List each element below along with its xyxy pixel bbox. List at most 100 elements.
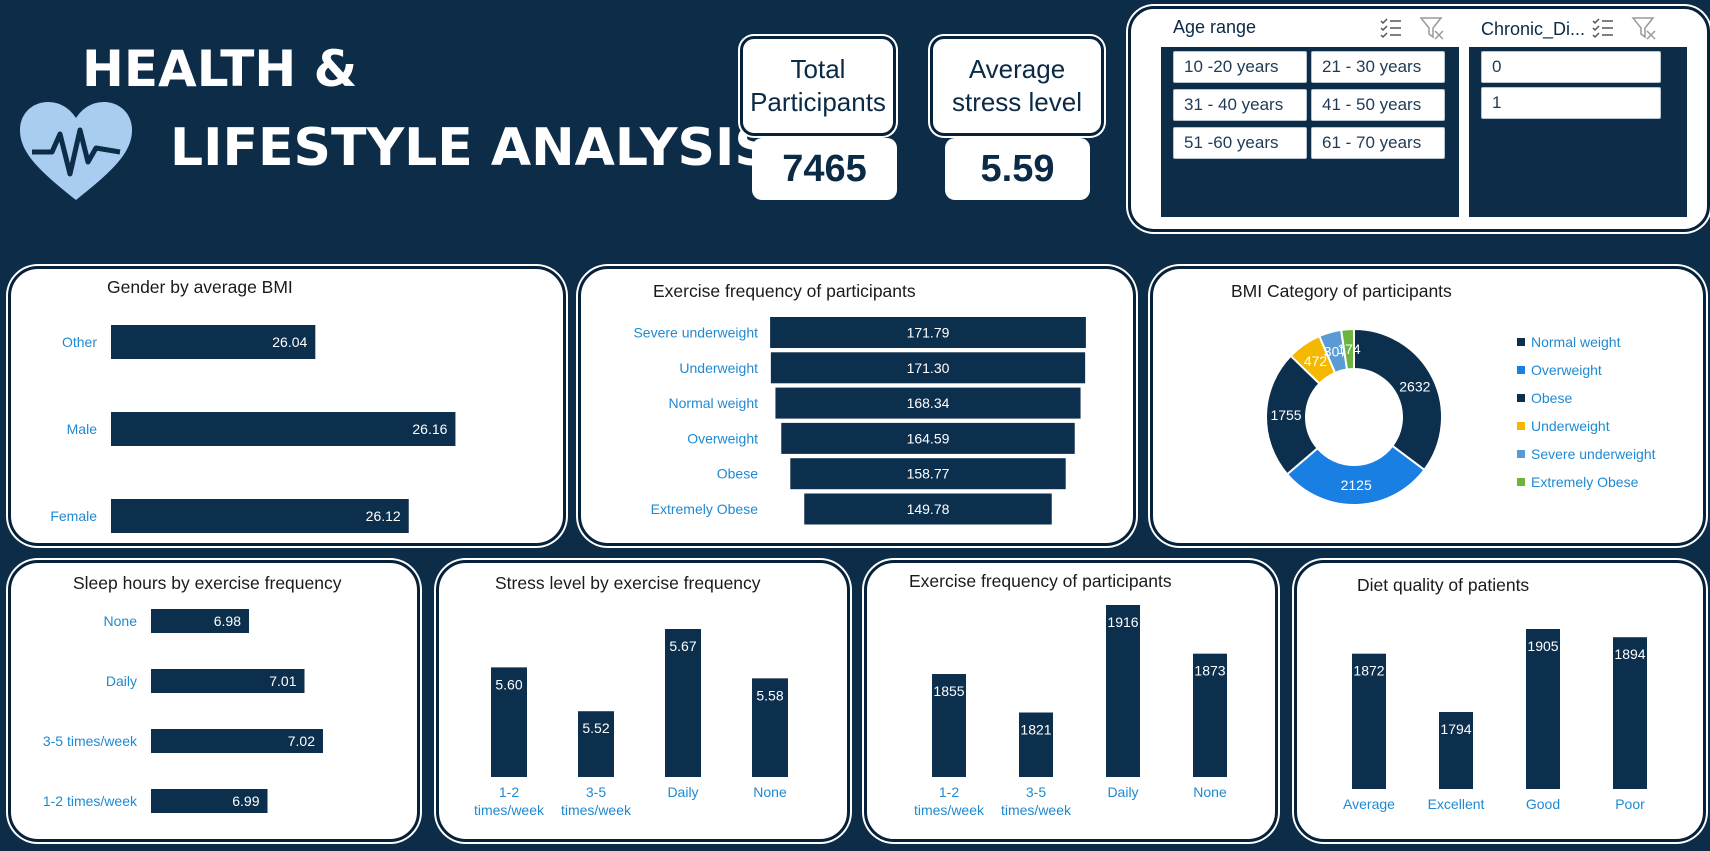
bar-other[interactable] [111, 325, 316, 359]
clear-filter-icon[interactable] [1631, 15, 1657, 41]
category-label-extremely-obese: Extremely Obese [651, 501, 759, 517]
data-label-extremely-obese: 149.78 [907, 501, 950, 517]
bar-3-5-times-week[interactable] [578, 711, 614, 777]
category-label-underweight: Underweight [679, 360, 758, 376]
bar-none[interactable] [151, 609, 250, 633]
data-label-3-5-times-week: 5.52 [582, 720, 609, 736]
bmi-category-card: BMI Category of participants 2632 2125 175… [1150, 266, 1706, 546]
chronic-option-0[interactable]: 0 [1481, 51, 1661, 83]
data-label-none: 5.58 [756, 687, 783, 703]
age-option-41-50[interactable]: 41 - 50 years [1311, 89, 1445, 121]
category-label-overweight: Overweight [687, 430, 758, 446]
stress-level-chart: 5.60 1-2 times/week 5.52 3-5 times/week 5.67 Da… [474, 629, 788, 818]
clear-filter-icon[interactable] [1419, 15, 1445, 41]
chronic-disease-slicer-title: Chronic_Di... [1481, 19, 1586, 39]
data-label-female: 26.12 [366, 508, 401, 524]
bar-average[interactable] [1352, 653, 1386, 789]
data-label-other: 26.04 [272, 334, 307, 350]
bar-none[interactable] [752, 678, 788, 777]
bar-daily[interactable] [151, 669, 305, 693]
sleep-hours-chart: None 6.98 Daily 7.01 3-5 times/week 7.02 1-2 t… [43, 609, 323, 813]
bar-poor[interactable] [1613, 637, 1647, 789]
data-label-normal-weight: 2632 [1399, 379, 1430, 395]
age-option-31-40[interactable]: 31 - 40 years [1173, 89, 1307, 121]
legend-swatch-obese [1517, 394, 1525, 402]
bar-obese[interactable] [790, 458, 1066, 490]
legend-label-extremely-obese[interactable]: Extremely Obese [1531, 474, 1639, 490]
legend-label-severe-underweight[interactable]: Severe underweight [1531, 446, 1656, 462]
data-label-good: 1905 [1527, 638, 1558, 654]
bar-none[interactable] [1193, 653, 1227, 777]
bar-daily[interactable] [1106, 605, 1140, 777]
bar-normal-weight[interactable] [775, 387, 1081, 419]
bar-excellent[interactable] [1439, 711, 1473, 789]
category-label-3-5-times-week: 3-5 times/week [43, 733, 138, 749]
data-label-daily: 5.67 [669, 638, 696, 654]
chronic-option-1[interactable]: 1 [1481, 87, 1661, 119]
bar-overweight[interactable] [781, 422, 1075, 454]
bar-male[interactable] [111, 412, 456, 446]
category-label-3-5-times-week: 3-5 times/week [1001, 784, 1072, 818]
category-label-female: Female [50, 508, 97, 524]
data-label-obese: 1755 [1270, 407, 1301, 423]
heart-logo-icon [20, 102, 132, 200]
age-option-51-60[interactable]: 51 -60 years [1173, 127, 1307, 159]
bar-3-5-times-week[interactable] [1019, 712, 1053, 778]
slice-overweight[interactable] [1285, 444, 1426, 506]
data-label-overweight: 164.59 [907, 430, 950, 446]
legend-label-obese[interactable]: Obese [1531, 390, 1572, 406]
category-label-daily: Daily [1107, 784, 1138, 800]
slice-normal-weight[interactable] [1353, 327, 1443, 472]
multi-select-icon[interactable] [1379, 17, 1403, 39]
stress-level-card: Stress level by exercise frequency 5.60 1… [436, 560, 850, 842]
bar-1-2-times-week[interactable] [151, 789, 268, 813]
legend-label-overweight[interactable]: Overweight [1531, 362, 1602, 378]
multi-select-icon[interactable] [1591, 17, 1615, 39]
dashboard-title-line1: HEALTH & [82, 40, 358, 98]
age-range-slicer-list: 10 -20 years 21 - 30 years 31 - 40 years… [1161, 47, 1459, 217]
bar-extremely-obese[interactable] [804, 493, 1052, 525]
data-label-male: 26.16 [412, 421, 447, 437]
total-participants-label: Total Participants [740, 36, 896, 136]
age-range-slicer-title: Age range [1173, 17, 1257, 37]
legend-swatch-overweight [1517, 366, 1525, 374]
slice-extremely-obese[interactable] [1340, 327, 1355, 371]
chart-title: Gender by average BMI [107, 277, 293, 297]
bar-1-2-times-week[interactable] [491, 667, 527, 777]
diet-quality-chart: 1872 Average 1794 Excellent 1905 Good 1894 Poor [1343, 629, 1647, 812]
category-label-average: Average [1343, 796, 1395, 812]
legend-label-underweight[interactable]: Underweight [1531, 418, 1610, 434]
category-label-none: None [104, 613, 138, 629]
exercise-funnel-card: Exercise frequency of participants Sever… [578, 266, 1136, 546]
chart-title: Exercise frequency of participants [909, 571, 1172, 591]
chronic-disease-slicer-list: 0 1 [1469, 47, 1687, 217]
exercise-funnel-chart: Severe underweight 171.79 Underweight 171.3… [633, 317, 1086, 525]
data-label-daily: 7.01 [269, 673, 296, 689]
bar-3-5-times-week[interactable] [151, 729, 323, 753]
data-label-none: 1873 [1194, 663, 1225, 679]
data-label-daily: 1916 [1107, 614, 1138, 630]
data-label-none: 6.98 [214, 613, 241, 629]
category-label-1-2-times-week: 1-2 times/week [914, 784, 985, 818]
legend-swatch-severe-underweight [1517, 450, 1525, 458]
average-stress-label: Average stress level [930, 36, 1104, 136]
category-label-good: Good [1526, 796, 1560, 812]
bar-daily[interactable] [665, 629, 701, 777]
data-label-normal-weight: 168.34 [907, 395, 950, 411]
chart-title: Stress level by exercise frequency [495, 573, 761, 593]
data-label-average: 1872 [1353, 663, 1384, 679]
age-option-10-20[interactable]: 10 -20 years [1173, 51, 1307, 83]
legend-swatch-normal-weight [1517, 338, 1525, 346]
age-option-21-30[interactable]: 21 - 30 years [1311, 51, 1445, 83]
diet-quality-card: Diet quality of patients 1872 Average 1794… [1294, 560, 1706, 842]
bar-1-2-times-week[interactable] [932, 674, 966, 777]
category-label-none: None [1193, 784, 1227, 800]
bar-good[interactable] [1526, 629, 1560, 789]
data-label-severe-underweight: 171.79 [907, 325, 950, 341]
age-option-61-70[interactable]: 61 - 70 years [1311, 127, 1445, 159]
bar-female[interactable] [111, 499, 409, 533]
bar-severe-underweight[interactable] [770, 317, 1086, 348]
legend-swatch-extremely-obese [1517, 478, 1525, 486]
bar-underweight[interactable] [770, 352, 1086, 384]
legend-label-normal-weight[interactable]: Normal weight [1531, 334, 1621, 350]
